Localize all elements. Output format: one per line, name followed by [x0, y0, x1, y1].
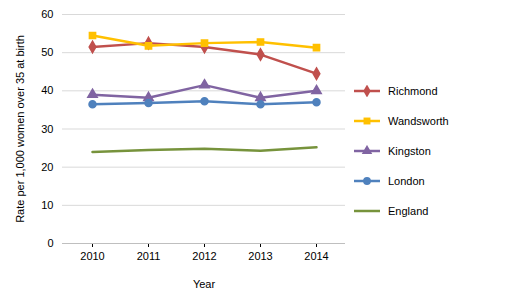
svg-text:2012: 2012 [192, 250, 216, 262]
html-text:Wandsworth: Wandsworth [388, 115, 449, 127]
svg-text:Year: Year [193, 278, 216, 290]
html-text:Kingston: Kingston [388, 145, 431, 157]
svg-text:60: 60 [41, 8, 53, 20]
html-text:England: England [388, 205, 429, 217]
svg-text:Rate per 1,000 women over 35 a: Rate per 1,000 women over 35 at birth [14, 35, 26, 223]
svg-text:30: 30 [41, 123, 53, 135]
svg-text:2010: 2010 [80, 250, 104, 262]
svg-text:50: 50 [41, 46, 53, 58]
svg-text:40: 40 [41, 84, 53, 96]
html-text:London: London [388, 175, 425, 187]
svg-text:20: 20 [41, 161, 53, 173]
html-text:Richmond: Richmond [388, 85, 438, 97]
svg-text:10: 10 [41, 199, 53, 211]
svg-text:2014: 2014 [304, 250, 328, 262]
svg-text:0: 0 [47, 237, 53, 249]
svg-text:2011: 2011 [137, 250, 161, 262]
svg-text:2013: 2013 [248, 250, 272, 262]
